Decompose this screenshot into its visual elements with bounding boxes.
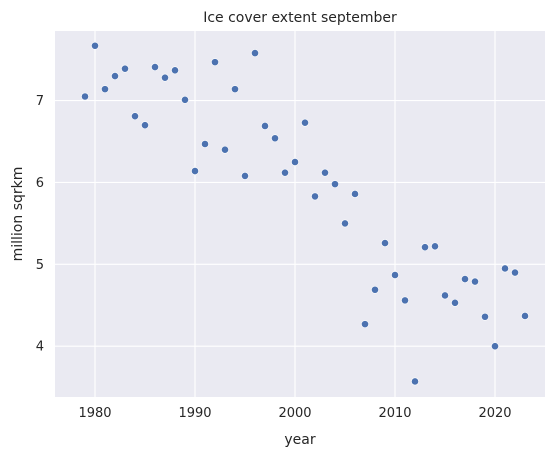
data-point — [231, 85, 239, 94]
data-point — [441, 291, 449, 300]
data-point — [301, 118, 309, 127]
data-point — [91, 41, 99, 50]
data-point — [271, 134, 279, 143]
data-point — [131, 112, 139, 121]
data-point — [511, 268, 519, 277]
data-point — [151, 63, 159, 71]
data-point — [451, 298, 459, 307]
y-tick-label: 6 — [36, 176, 44, 191]
data-point — [371, 285, 379, 294]
y-tick-labels: 4 5 6 7 — [36, 94, 44, 355]
data-point — [221, 145, 229, 154]
y-axis-title: million sqrkm — [10, 167, 26, 262]
x-axis-title: year — [284, 432, 315, 448]
x-tick-label: 2010 — [378, 406, 411, 421]
data-point — [471, 277, 479, 286]
data-point — [331, 180, 339, 189]
data-point — [431, 242, 439, 251]
data-points — [81, 41, 529, 386]
data-point — [141, 121, 149, 130]
data-point — [121, 64, 129, 73]
plot-area — [55, 31, 545, 397]
x-gridlines — [94, 31, 496, 397]
x-tick-label: 1990 — [178, 406, 211, 421]
data-point — [491, 342, 499, 351]
data-point — [261, 122, 269, 130]
data-point — [251, 49, 259, 58]
data-point — [201, 140, 209, 148]
data-point — [481, 312, 489, 321]
x-tick-label: 1980 — [78, 406, 111, 421]
data-point — [101, 85, 109, 94]
data-point — [281, 168, 289, 177]
x-tick-label: 2000 — [278, 406, 311, 421]
data-point — [161, 73, 169, 82]
chart-title: Ice cover extent september — [203, 10, 397, 26]
y-tick-label: 7 — [36, 94, 44, 109]
data-point — [291, 158, 299, 166]
data-point — [181, 95, 189, 104]
data-point — [501, 264, 509, 273]
data-point — [521, 312, 529, 320]
data-point — [321, 168, 329, 177]
data-point — [411, 377, 419, 386]
data-point — [211, 58, 219, 67]
data-point — [391, 271, 399, 279]
data-point — [461, 275, 469, 283]
data-point — [191, 167, 199, 175]
data-point — [241, 172, 249, 180]
data-point — [421, 243, 429, 252]
data-point — [351, 190, 359, 198]
x-tick-label: 2020 — [478, 406, 511, 421]
data-point — [341, 219, 349, 228]
data-point — [361, 320, 369, 329]
x-tick-labels: 1980 1990 2000 2010 2020 — [78, 406, 511, 421]
y-gridlines — [55, 100, 545, 347]
data-point — [81, 92, 89, 101]
y-tick-label: 5 — [36, 258, 44, 273]
data-point — [401, 296, 409, 305]
data-point — [311, 192, 319, 201]
data-point — [381, 239, 389, 247]
data-point — [171, 66, 179, 75]
data-point — [111, 72, 119, 80]
y-tick-label: 4 — [36, 340, 44, 355]
